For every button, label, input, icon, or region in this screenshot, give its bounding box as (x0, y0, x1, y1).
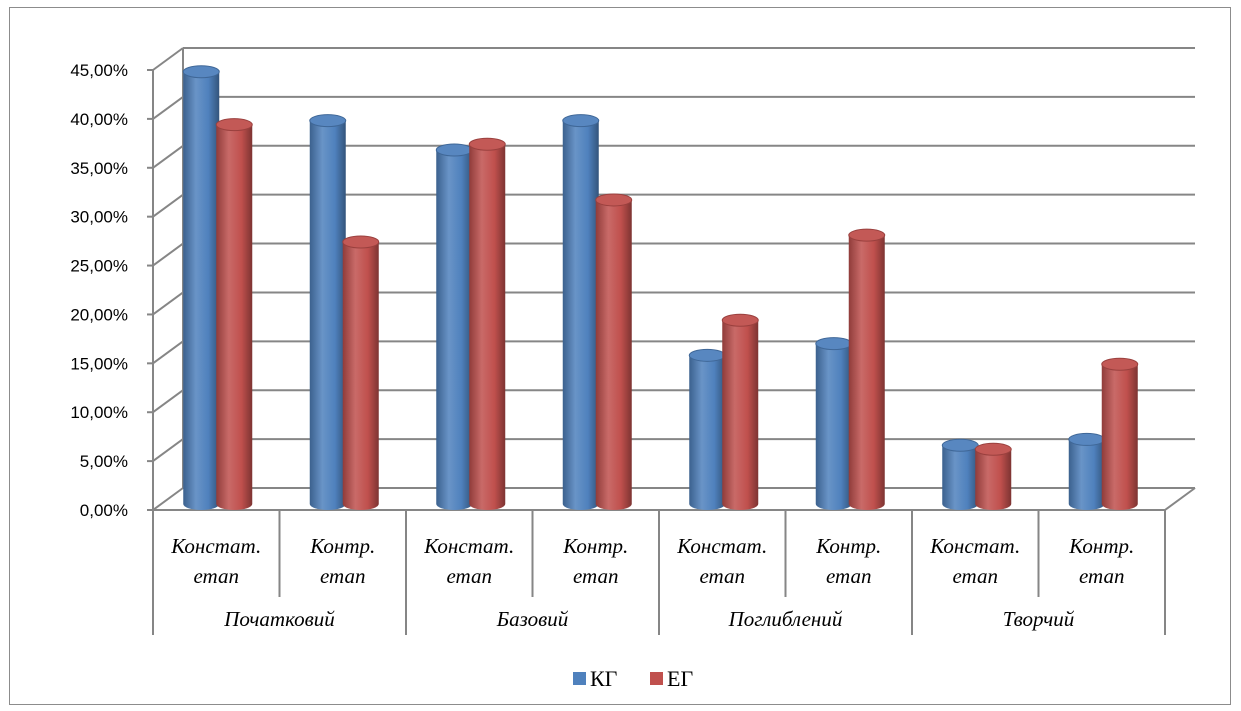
category-label: етап (573, 564, 618, 588)
bar-eg (469, 144, 506, 510)
bar-top (182, 65, 220, 79)
bar-eg (722, 320, 759, 510)
gridline-side (152, 47, 184, 71)
bar-kg (309, 120, 346, 511)
axes (147, 69, 1166, 635)
bar-top (595, 193, 633, 207)
bars (182, 65, 1139, 511)
group-label: Творчий (1003, 607, 1075, 631)
legend: КГ ЕГ (573, 666, 693, 691)
category-label: етап (1079, 564, 1124, 588)
bar-top (1101, 357, 1139, 371)
bar-kg (183, 71, 220, 511)
bar-top (435, 143, 473, 157)
gridline-side (152, 96, 184, 120)
gridline-side (152, 291, 184, 316)
category-label: етап (953, 564, 998, 588)
bar-top (941, 438, 979, 452)
floor-edge (1164, 487, 1196, 511)
gridline-side (152, 242, 184, 267)
bar-eg (595, 199, 632, 510)
category-label: етап (320, 564, 365, 588)
gridline-side (152, 438, 184, 462)
bar-eg (342, 242, 379, 510)
bar-top (974, 442, 1012, 456)
bar-top (215, 118, 253, 132)
category-label: етап (194, 564, 239, 588)
category-label: етап (447, 564, 492, 588)
y-tick-label: 0,00% (80, 501, 128, 520)
category-label: етап (700, 564, 745, 588)
gridline-side (152, 144, 184, 169)
bar-kg (689, 355, 726, 510)
category-label: Контр. (562, 534, 628, 558)
bar-top (562, 114, 600, 128)
category-label: Констат. (170, 534, 261, 558)
bar-top (848, 228, 886, 242)
bar-kg (562, 120, 599, 511)
legend-label: КГ (590, 666, 618, 691)
category-label: Констат. (423, 534, 514, 558)
category-label: етап (826, 564, 871, 588)
y-tick-label: 10,00% (70, 403, 128, 422)
category-label: Контр. (309, 534, 375, 558)
y-tick-label: 5,00% (80, 452, 128, 471)
group-label: Початковий (223, 607, 335, 631)
bar-eg (216, 124, 253, 511)
y-tick-label: 15,00% (70, 354, 128, 373)
gridline-side (152, 340, 184, 365)
legend-swatch (650, 672, 663, 685)
grid (152, 47, 1196, 511)
gridline-side (152, 389, 184, 414)
legend-swatch (573, 672, 586, 685)
category-label: Констат. (676, 534, 767, 558)
y-tick-label: 45,00% (70, 61, 128, 80)
group-label: Поглиблений (728, 607, 843, 631)
gridline-side (152, 487, 184, 511)
y-tick-label: 35,00% (70, 159, 128, 178)
bar-eg (1101, 364, 1138, 510)
bar-top (721, 313, 759, 327)
category-label: Контр. (815, 534, 881, 558)
gridline-side (152, 193, 184, 218)
legend-label: ЕГ (667, 666, 693, 691)
bar-top (1068, 432, 1106, 446)
y-tick-label: 25,00% (70, 257, 128, 276)
bar-top (342, 235, 380, 249)
category-labels: 0,00% 5,00% 10,00% 15,00% 20,00% 25,00% 30,00%… (70, 61, 1134, 631)
bar-top (309, 114, 347, 128)
group-label: Базовий (496, 607, 569, 631)
bar-kg (815, 343, 852, 510)
bar-kg (942, 445, 979, 510)
bar-top (688, 348, 726, 362)
bar-eg (848, 235, 885, 510)
category-label: Контр. (1068, 534, 1134, 558)
bar-eg (975, 449, 1012, 510)
bar-top (815, 337, 853, 351)
y-tick-label: 30,00% (70, 208, 128, 227)
bar-kg (1068, 439, 1105, 510)
category-label: Констат. (929, 534, 1020, 558)
y-tick-label: 20,00% (70, 305, 128, 324)
bar-kg (436, 150, 473, 510)
y-tick-label: 40,00% (70, 110, 128, 129)
bar-top (468, 137, 506, 151)
